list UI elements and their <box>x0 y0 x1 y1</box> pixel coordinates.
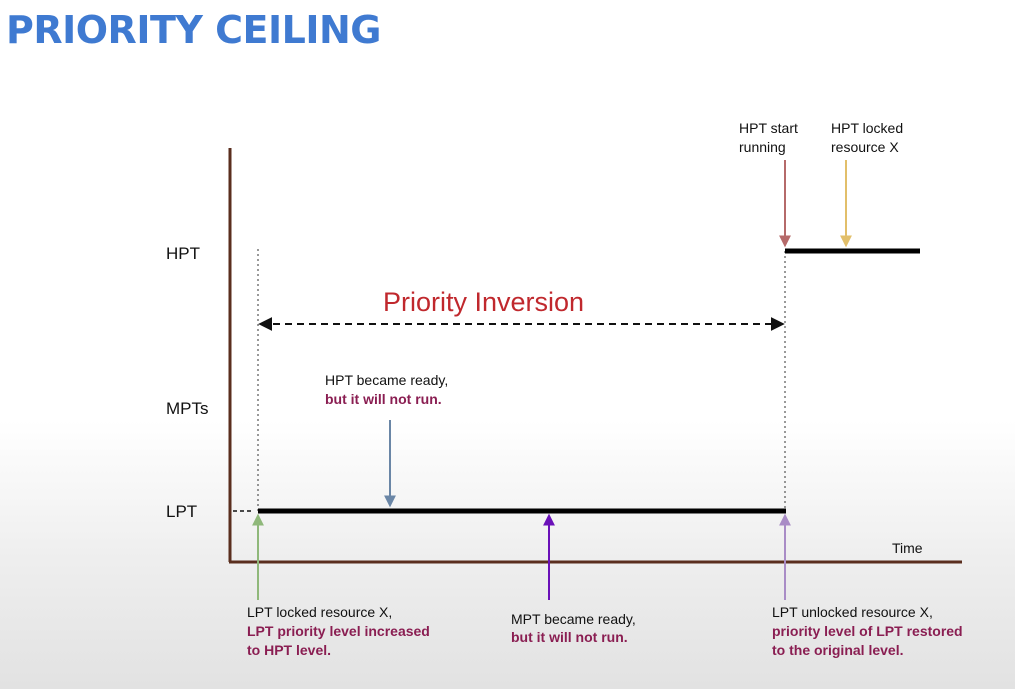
lpt-unlocked-annotation: LPT unlocked resource X, priority level … <box>772 604 967 658</box>
level-label-hpt: HPT <box>166 244 200 263</box>
page-title: PRIORITY CEILING <box>6 8 381 52</box>
hpt-start-annotation: HPT start running <box>739 120 802 155</box>
level-label-mpt: MPTs <box>166 399 209 418</box>
mpt-ready-annotation: MPT became ready, but it will not run. <box>511 611 640 645</box>
hpt-locked-annotation: HPT locked resource X <box>831 120 907 155</box>
x-axis-label: Time <box>892 540 923 556</box>
lpt-locked-annotation: LPT locked resource X, LPT priority leve… <box>247 604 434 658</box>
priority-inversion-label: Priority Inversion <box>383 287 584 317</box>
level-label-lpt: LPT <box>166 502 197 521</box>
hpt-ready-annotation: HPT became ready, but it will not run. <box>325 372 452 407</box>
